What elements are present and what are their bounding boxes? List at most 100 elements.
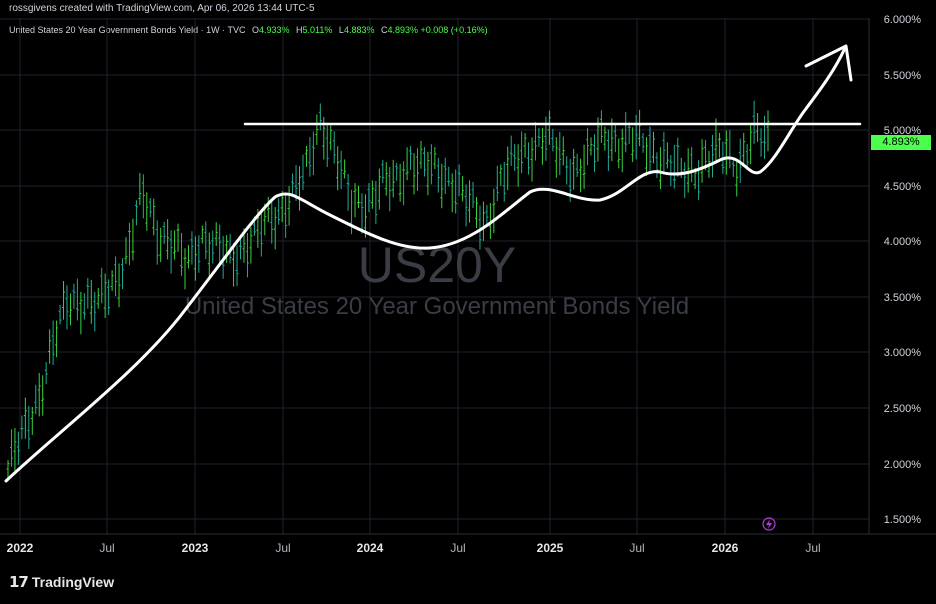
x-tick-label: 2023	[182, 541, 209, 555]
price-bar	[579, 158, 583, 193]
flash-icon[interactable]	[762, 517, 776, 531]
price-bar	[100, 267, 104, 304]
price-bar	[752, 100, 756, 144]
price-bar	[332, 131, 336, 164]
price-bar	[551, 128, 555, 152]
price-bar	[308, 137, 312, 177]
change-value: +0.008 (+0.16%)	[420, 25, 488, 35]
price-bar	[353, 183, 357, 218]
y-tick-label: 3.500%	[884, 292, 922, 304]
price-bar	[207, 232, 211, 277]
y-tick-label: 1.500%	[884, 514, 922, 526]
price-bar	[506, 146, 510, 191]
open-label: O	[251, 25, 259, 35]
price-bar	[190, 231, 194, 265]
price-bar	[360, 193, 364, 234]
price-bar	[627, 122, 631, 145]
price-bar	[735, 159, 739, 197]
price-bar	[211, 230, 215, 264]
price-bar	[138, 172, 142, 205]
price-bar	[749, 123, 753, 165]
price-bar	[193, 236, 197, 281]
y-axis[interactable]: 1.500% 2.000% 2.500% 3.000% 3.500% 4.000% 4.50…	[868, 14, 922, 534]
y-tick-label: 6.000%	[884, 14, 922, 26]
price-bar	[554, 137, 558, 178]
price-bar	[565, 156, 569, 185]
price-bar	[478, 205, 482, 250]
y-tick-label: 5.000%	[884, 125, 922, 137]
price-bar	[41, 375, 45, 416]
price-bar	[200, 225, 204, 244]
price-bar	[710, 134, 714, 178]
x-tick-label: Jul	[275, 541, 290, 555]
price-bar	[232, 243, 236, 287]
price-bar	[13, 428, 17, 473]
price-bar	[249, 227, 253, 264]
y-tick-label: 4.000%	[884, 236, 922, 248]
price-bar	[72, 283, 76, 309]
price-bar	[558, 131, 562, 176]
price-bar	[173, 230, 177, 260]
price-bar	[454, 169, 458, 214]
price-bar	[9, 429, 13, 467]
price-bar	[245, 233, 249, 278]
price-bar	[304, 145, 308, 167]
price-bar	[131, 218, 135, 261]
price-chart[interactable]: US20Y United States 20 Year Government B…	[0, 0, 936, 562]
y-tick-label: 5.500%	[884, 70, 922, 82]
brand-label: TradingView	[31, 574, 115, 590]
price-bar	[447, 166, 451, 187]
price-bar	[145, 192, 149, 231]
creator-line: rossgivens created with TradingView.com,…	[9, 3, 315, 14]
price-bar	[291, 173, 295, 195]
price-bar	[474, 197, 478, 228]
price-bar	[530, 137, 534, 182]
price-bar	[433, 147, 437, 170]
price-bar	[391, 159, 395, 198]
price-bar	[204, 221, 208, 260]
price-bar	[218, 224, 222, 266]
tradingview-logo[interactable]: 𝟭𝟳 TradingView	[9, 573, 114, 591]
price-bar	[96, 287, 100, 309]
price-bar	[412, 153, 416, 195]
price-bar	[148, 198, 152, 218]
price-bar	[429, 144, 433, 185]
price-bar	[405, 147, 409, 181]
price-bar	[89, 280, 93, 324]
price-bar	[27, 406, 31, 449]
price-bar	[48, 329, 52, 364]
price-bar	[651, 131, 655, 164]
price-bar	[20, 415, 24, 440]
price-bar	[166, 219, 170, 260]
price-bar	[495, 165, 499, 202]
price-bar	[162, 221, 166, 245]
price-bar	[343, 159, 347, 179]
y-tick-label: 2.500%	[884, 403, 922, 415]
price-bar	[440, 163, 444, 209]
price-bar	[655, 152, 659, 178]
x-tick-label: Jul	[450, 541, 465, 555]
price-bar	[499, 164, 503, 186]
symbol-legend[interactable]: United States 20 Year Government Bonds Y…	[9, 25, 488, 35]
x-tick-label: Jul	[629, 541, 644, 555]
price-bar	[68, 293, 72, 326]
low-value: 4.883%	[343, 25, 375, 35]
price-bar	[426, 151, 430, 196]
price-bar	[714, 118, 718, 161]
price-bar	[610, 118, 614, 162]
x-tick-label: 2024	[357, 541, 384, 555]
x-axis[interactable]: 2022 Jul 2023 Jul 2024 Jul 2025 Jul 2026 Jul	[0, 533, 936, 555]
price-bar	[492, 188, 496, 234]
price-bar	[86, 277, 90, 309]
price-bar	[690, 147, 694, 183]
price-bar	[419, 140, 423, 169]
price-bar	[395, 162, 399, 181]
open-value: 4.933%	[259, 25, 290, 35]
price-bar	[763, 115, 767, 159]
price-bar	[284, 194, 288, 238]
price-bar	[16, 431, 20, 465]
creator-bar: rossgivens created with TradingView.com,…	[0, 0, 936, 18]
price-bar	[700, 139, 704, 183]
price-bar	[79, 291, 83, 335]
price-bar	[23, 397, 27, 439]
